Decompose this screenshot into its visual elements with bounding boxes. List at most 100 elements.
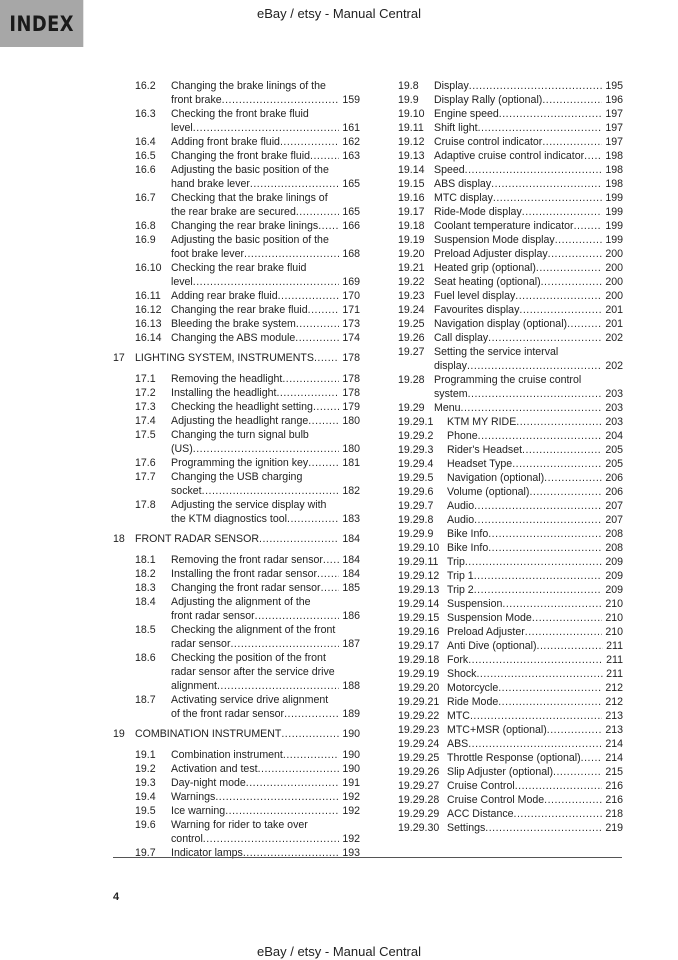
- toc-entry[interactable]: 18.4 Adjusting the alignment of the front …: [113, 595, 360, 623]
- toc-chapter[interactable]: 17 LIGHTING SYSTEM, INSTRUMENTS .........…: [113, 351, 360, 365]
- toc-entry[interactable]: 19.29.3 Rider's Headset .................…: [398, 443, 623, 457]
- toc-entry[interactable]: 16.12 Changing the rear brake fluid .....…: [113, 303, 360, 317]
- toc-entry-title: Throttle Response (optional): [447, 752, 581, 764]
- toc-entry[interactable]: 19.25 Navigation display (optional) .....…: [398, 317, 623, 331]
- toc-entry[interactable]: 19.29.27 Cruise Control .................…: [398, 779, 623, 793]
- toc-entry[interactable]: 19.29.30 Settings .......................…: [398, 821, 623, 835]
- toc-entry[interactable]: 19.18 Coolant temperature indicator .....…: [398, 219, 623, 233]
- toc-entry[interactable]: 19.29.18 Fork ...........................…: [398, 653, 623, 667]
- toc-entry[interactable]: 17.8 Adjusting the service display with th…: [113, 498, 360, 526]
- toc-entry[interactable]: 19.28 Programming the cruise control syste…: [398, 373, 623, 401]
- dot-leader: ........................................…: [282, 373, 339, 385]
- toc-entry[interactable]: 17.4 Adjusting the headlight range ......…: [113, 414, 360, 428]
- toc-entry[interactable]: 19.29.20 Motorcycle .....................…: [398, 681, 623, 695]
- dot-leader: ........................................…: [485, 822, 603, 834]
- toc-entry-page: 208: [605, 528, 623, 540]
- toc-entry[interactable]: 19.29.14 Suspension .....................…: [398, 597, 623, 611]
- toc-entry[interactable]: 19.15 ABS display .......................…: [398, 177, 623, 191]
- toc-entry[interactable]: 19.27 Setting the service interval display…: [398, 345, 623, 373]
- toc-entry[interactable]: 16.7 Checking that the brake linings of th…: [113, 191, 360, 219]
- toc-entry[interactable]: 16.13 Bleeding the brake system .........…: [113, 317, 360, 331]
- toc-entry-body: Changing the ABS module ................…: [171, 331, 360, 345]
- toc-entry[interactable]: 19.29.17 Anti Dive (optional) ...........…: [398, 639, 623, 653]
- toc-entry[interactable]: 19.21 Heated grip (optional) ............…: [398, 261, 623, 275]
- toc-entry-body: Preload Adjuster display ...............…: [434, 247, 623, 261]
- toc-entry[interactable]: 19.4 Warnings ...........................…: [113, 790, 360, 804]
- toc-entry[interactable]: 19.16 MTC display .......................…: [398, 191, 623, 205]
- toc-entry[interactable]: 19.9 Display Rally (optional) ...........…: [398, 93, 623, 107]
- toc-entry[interactable]: 19.11 Shift light .......................…: [398, 121, 623, 135]
- toc-entry[interactable]: 17.5 Changing the turn signal bulb (US) ..…: [113, 428, 360, 456]
- toc-entry[interactable]: 19.29.26 Slip Adjuster (optional) .......…: [398, 765, 623, 779]
- toc-entry[interactable]: 19.29.21 Ride Mode ......................…: [398, 695, 623, 709]
- toc-entry[interactable]: 16.2 Changing the brake linings of the fro…: [113, 79, 360, 107]
- toc-entry[interactable]: 19.22 Seat heating (optional) ...........…: [398, 275, 623, 289]
- toc-entry[interactable]: 19.29.10 Bike Info ......................…: [398, 541, 623, 555]
- toc-entry[interactable]: 19.24 Favourites display ................…: [398, 303, 623, 317]
- toc-entry[interactable]: 19.29.12 Trip 1 .........................…: [398, 569, 623, 583]
- toc-entry[interactable]: 16.14 Changing the ABS module ...........…: [113, 331, 360, 345]
- toc-entry[interactable]: 19.3 Day-night mode .....................…: [113, 776, 360, 790]
- toc-entry[interactable]: 19.29.7 Audio ...........................…: [398, 499, 623, 513]
- toc-entry[interactable]: 19.29.23 MTC+MSR (optional) .............…: [398, 723, 623, 737]
- toc-entry[interactable]: 19.12 Cruise control indicator ..........…: [398, 135, 623, 149]
- toc-entry[interactable]: 19.2 Activation and test ................…: [113, 762, 360, 776]
- toc-entry[interactable]: 18.1 Removing the front radar sensor ....…: [113, 553, 360, 567]
- toc-entry[interactable]: 16.3 Checking the front brake fluid level …: [113, 107, 360, 135]
- toc-entry[interactable]: 19.29.24 ABS ............................…: [398, 737, 623, 751]
- toc-entry[interactable]: 19.29.1 KTM MY RIDE .....................…: [398, 415, 623, 429]
- dot-leader: ........................................…: [476, 668, 604, 680]
- toc-chapter[interactable]: 18 FRONT RADAR SENSOR ...................…: [113, 532, 360, 546]
- toc-entry[interactable]: 19.17 Ride-Mode display .................…: [398, 205, 623, 219]
- toc-entry[interactable]: 19.7 Indicator lamps ....................…: [113, 846, 360, 860]
- toc-entry-number: 19.29.12: [398, 570, 440, 582]
- toc-entry[interactable]: 18.5 Checking the alignment of the front r…: [113, 623, 360, 651]
- toc-entry[interactable]: 19.26 Call display ......................…: [398, 331, 623, 345]
- toc-entry[interactable]: 19.19 Suspension Mode display ...........…: [398, 233, 623, 247]
- toc-entry[interactable]: 17.1 Removing the headlight .............…: [113, 372, 360, 386]
- toc-entry[interactable]: 16.5 Changing the front brake fluid .....…: [113, 149, 360, 163]
- toc-entry[interactable]: 19.29.22 MTC ............................…: [398, 709, 623, 723]
- toc-entry[interactable]: 16.9 Adjusting the basic position of the f…: [113, 233, 360, 261]
- toc-entry[interactable]: 19.29.25 Throttle Response (optional) ...…: [398, 751, 623, 765]
- toc-entry[interactable]: 19.5 Ice warning ........................…: [113, 804, 360, 818]
- toc-entry[interactable]: 16.4 Adding front brake fluid ...........…: [113, 135, 360, 149]
- toc-entry[interactable]: 18.7 Activating service drive alignment of…: [113, 693, 360, 721]
- toc-entry-line: Bleeding the brake system ..............…: [171, 317, 360, 331]
- toc-entry[interactable]: 17.3 Checking the headlight setting .....…: [113, 400, 360, 414]
- toc-entry[interactable]: 18.3 Changing the front radar sensor ....…: [113, 581, 360, 595]
- toc-entry[interactable]: 16.8 Changing the rear brake linings ....…: [113, 219, 360, 233]
- toc-entry[interactable]: 19.13 Adaptive cruise control indicator .…: [398, 149, 623, 163]
- toc-entry[interactable]: 18.2 Installing the front radar sensor ..…: [113, 567, 360, 581]
- toc-entry[interactable]: 17.6 Programming the ignition key .......…: [113, 456, 360, 470]
- toc-entry[interactable]: 19.20 Preload Adjuster display ..........…: [398, 247, 623, 261]
- toc-entry[interactable]: 19.8 Display ............................…: [398, 79, 623, 93]
- toc-entry[interactable]: 19.29.2 Phone ...........................…: [398, 429, 623, 443]
- toc-entry[interactable]: 19.29.16 Preload Adjuster ...............…: [398, 625, 623, 639]
- toc-entry[interactable]: 16.6 Adjusting the basic position of the h…: [113, 163, 360, 191]
- toc-entry[interactable]: 19.29.19 Shock ..........................…: [398, 667, 623, 681]
- toc-entry[interactable]: 19.6 Warning for rider to take over contro…: [113, 818, 360, 846]
- toc-entry[interactable]: 19.1 Combination instrument .............…: [113, 748, 360, 762]
- index-tab[interactable]: INDEX: [0, 0, 84, 47]
- toc-entry[interactable]: 19.29.8 Audio ...........................…: [398, 513, 623, 527]
- toc-entry[interactable]: 19.23 Fuel level display ................…: [398, 289, 623, 303]
- toc-entry[interactable]: 19.29.6 Volume (optional) ...............…: [398, 485, 623, 499]
- toc-entry[interactable]: 19.29.28 Cruise Control Mode ............…: [398, 793, 623, 807]
- toc-entry[interactable]: 19.10 Engine speed ......................…: [398, 107, 623, 121]
- toc-entry[interactable]: 19.14 Speed .............................…: [398, 163, 623, 177]
- toc-entry[interactable]: 19.29.11 Trip ...........................…: [398, 555, 623, 569]
- toc-entry[interactable]: 16.11 Adding rear brake fluid ...........…: [113, 289, 360, 303]
- toc-entry[interactable]: 19.29 Menu ..............................…: [398, 401, 623, 415]
- toc-entry[interactable]: 19.29.13 Trip 2 .........................…: [398, 583, 623, 597]
- toc-chapter[interactable]: 19 COMBINATION INSTRUMENT ...............…: [113, 727, 360, 741]
- toc-entry[interactable]: 19.29.9 Bike Info .......................…: [398, 527, 623, 541]
- toc-entry[interactable]: 19.29.29 ACC Distance ...................…: [398, 807, 623, 821]
- toc-entry[interactable]: 16.10 Checking the rear brake fluid level …: [113, 261, 360, 289]
- toc-entry[interactable]: 17.7 Changing the USB charging socket ....…: [113, 470, 360, 498]
- toc-entry[interactable]: 19.29.5 Navigation (optional) ...........…: [398, 471, 623, 485]
- toc-entry[interactable]: 18.6 Checking the position of the front ra…: [113, 651, 360, 693]
- toc-entry[interactable]: 19.29.15 Suspension Mode ................…: [398, 611, 623, 625]
- toc-entry[interactable]: 19.29.4 Headset Type ....................…: [398, 457, 623, 471]
- toc-entry[interactable]: 17.2 Installing the headlight ...........…: [113, 386, 360, 400]
